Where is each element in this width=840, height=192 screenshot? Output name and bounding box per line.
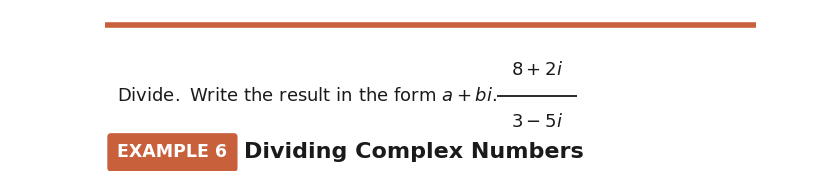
Text: Dividing Complex Numbers: Dividing Complex Numbers (244, 142, 585, 162)
FancyBboxPatch shape (108, 133, 238, 172)
Text: $8 + 2i$: $8 + 2i$ (511, 61, 563, 79)
Text: $\mathrm{Divide.\ Write\ the\ result\ in\ the\ form\ }a + bi.$: $\mathrm{Divide.\ Write\ the\ result\ in… (118, 87, 497, 105)
Text: $3 - 5i$: $3 - 5i$ (511, 113, 563, 131)
Text: EXAMPLE 6: EXAMPLE 6 (118, 143, 228, 161)
